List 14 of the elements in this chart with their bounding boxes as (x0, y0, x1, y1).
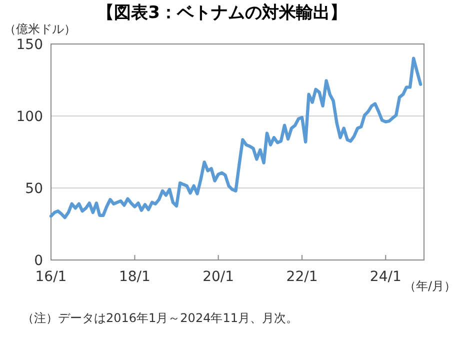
text: （注）データは2016年1月～2024年11月、月次。 (22, 311, 298, 325)
line-series (49, 56, 422, 220)
x-tick-label: 16/1 (35, 269, 67, 285)
y-tick-label: 0 (34, 253, 43, 269)
x-tick-label: 22/1 (286, 269, 318, 285)
x-tick-label: 18/1 (118, 269, 150, 285)
x-tick-label: 24/1 (370, 269, 402, 285)
y-tick-label: 150 (16, 37, 43, 53)
x-tick-label: 20/1 (202, 269, 234, 285)
y-tick-label: 50 (25, 181, 43, 197)
y-tick-label: 100 (16, 109, 43, 125)
y-axis-title: （億米ドル） (4, 22, 76, 36)
x-axis-title: （年/月） (404, 279, 456, 293)
chart-title: 【図表3：ベトナムの対米輸出】 (97, 3, 347, 23)
